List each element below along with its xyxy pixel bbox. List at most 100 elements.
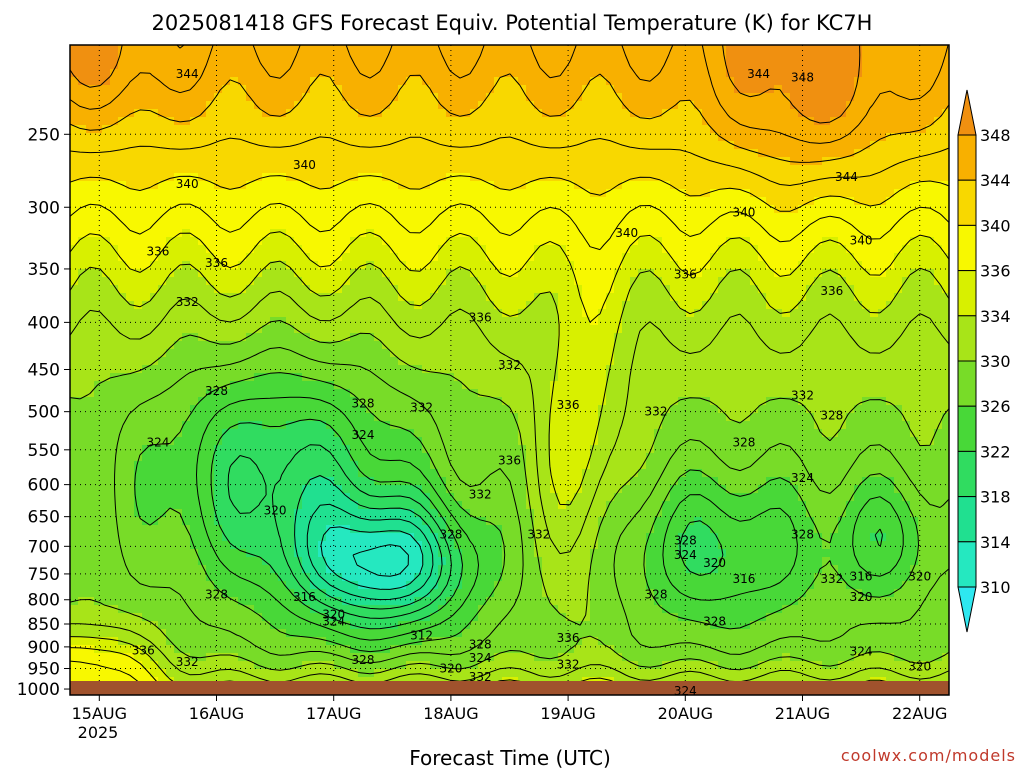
colorbar-label: 344	[980, 171, 1011, 190]
colorbar-swatch	[957, 270, 977, 317]
contour-label: 324	[674, 548, 697, 562]
contour-318	[294, 475, 443, 610]
contour-label: 336	[469, 310, 492, 324]
colorbar-swatch	[957, 496, 977, 543]
terrain-ground	[70, 681, 949, 695]
colorbar-bottom-arrow	[957, 586, 977, 633]
x-axis-year-label: 2025	[78, 723, 119, 742]
y-tick-label: 550	[28, 441, 60, 461]
y-tick-label: 800	[28, 591, 60, 611]
contour-label: 332	[176, 655, 199, 669]
contour-label: 332	[410, 401, 433, 415]
contour-320	[227, 444, 452, 619]
contour-label: 320	[264, 503, 287, 517]
contour-label: 336	[498, 454, 521, 468]
plot-area: 344 344 348 344 340 340 340 340 340 336 336 336 336 3…	[69, 44, 950, 698]
x-tick-label: 18AUG	[423, 704, 478, 723]
colorbar: 348 344 340 336 334 330 326 322 318 314 310	[957, 89, 1011, 633]
contour-label: 324	[352, 428, 375, 442]
contour-330	[70, 320, 949, 675]
contour-label: 332	[557, 657, 580, 671]
y-tick-label: 600	[28, 476, 60, 496]
x-tick-label: 19AUG	[540, 704, 595, 723]
y-tick-label: 400	[28, 313, 60, 333]
contour-314	[320, 526, 424, 590]
contour-label: 340	[176, 177, 199, 191]
colorbar-swatch	[957, 179, 977, 226]
y-tick-label: 700	[28, 537, 60, 557]
contour-label: 316	[850, 570, 873, 584]
contour-label: 340	[732, 206, 755, 220]
contour-label: 348	[791, 71, 814, 85]
colorbar-swatch	[957, 541, 977, 588]
contour-312	[352, 544, 409, 577]
contour-label: 336	[674, 268, 697, 282]
contour-label: 332	[498, 358, 521, 372]
y-tick-label: 1000	[17, 680, 60, 700]
contour-label: 336	[205, 256, 228, 270]
y-tick-label: 900	[28, 638, 60, 658]
x-tick-label: 21AUG	[775, 704, 830, 723]
contour-label: 328	[703, 615, 726, 629]
colorbar-swatch	[957, 224, 977, 272]
contour-label: 320	[850, 590, 873, 604]
contour-label: 336	[132, 643, 155, 657]
x-axis-title: Forecast Time (UTC)	[409, 746, 611, 768]
contour-label: 316	[732, 572, 755, 586]
colorbar-swatch	[957, 405, 977, 452]
x-tick-label: 17AUG	[306, 704, 361, 723]
contour-label: 328	[352, 397, 375, 411]
y-tick-label: 450	[28, 361, 60, 381]
contour-label: 340	[293, 158, 316, 172]
y-tick-label: 650	[28, 508, 60, 528]
colorbar-label: 314	[980, 533, 1011, 552]
contour-label: 328	[820, 409, 843, 423]
contour-324	[196, 396, 904, 641]
contour-label: 332	[645, 405, 668, 419]
colorbar-top-arrow	[957, 89, 977, 136]
colorbar-swatch	[957, 360, 977, 407]
colorbar-label: 340	[980, 216, 1011, 235]
colorbar-label: 330	[980, 352, 1011, 371]
contour-label: 332	[176, 295, 199, 309]
contour-label: 336	[820, 284, 843, 298]
contour-322	[210, 418, 883, 630]
contour-label: 328	[469, 638, 492, 652]
credit-text: coolwx.com/models	[841, 746, 1016, 765]
contour-label: 332	[469, 670, 492, 684]
contour-label: 324	[322, 615, 345, 629]
y-tick-label: 250	[28, 125, 60, 145]
y-tick-label: 300	[28, 198, 60, 218]
contour-label: 344	[835, 170, 858, 184]
contour-lines	[70, 45, 949, 695]
colorbar-label: 318	[980, 488, 1011, 507]
contour-label: 332	[469, 488, 492, 502]
y-axis: 250 300 350 400 450 500 550 600 650 700 750 800 850 9…	[17, 125, 70, 700]
contour-340	[70, 175, 949, 212]
contour-label: 320	[439, 662, 462, 676]
contour-label: 320	[703, 556, 726, 570]
contour-label: 332	[820, 572, 843, 586]
contour-label: 328	[732, 435, 755, 449]
contour-label: 328	[352, 653, 375, 667]
colorbar-label: 322	[980, 442, 1011, 461]
y-tick-label: 750	[28, 565, 60, 585]
contour-label: 336	[557, 631, 580, 645]
contour-label: 320	[908, 570, 931, 584]
contour-332	[70, 290, 949, 685]
contour-label: 340	[615, 226, 638, 240]
y-tick-label: 950	[28, 660, 60, 680]
contour-label: 320	[908, 659, 931, 673]
contour-label: 324	[146, 435, 169, 449]
contour-342	[70, 136, 949, 186]
colorbar-label: 334	[980, 307, 1011, 326]
contour-label: 328	[791, 528, 814, 542]
contour-label: 336	[146, 244, 169, 258]
colorbar-label: 326	[980, 397, 1011, 416]
y-tick-label: 500	[28, 403, 60, 423]
contour-348	[70, 45, 861, 124]
colorbar-swatch	[957, 315, 977, 362]
colorbar-label: 310	[980, 578, 1011, 597]
contour-326	[134, 372, 919, 653]
